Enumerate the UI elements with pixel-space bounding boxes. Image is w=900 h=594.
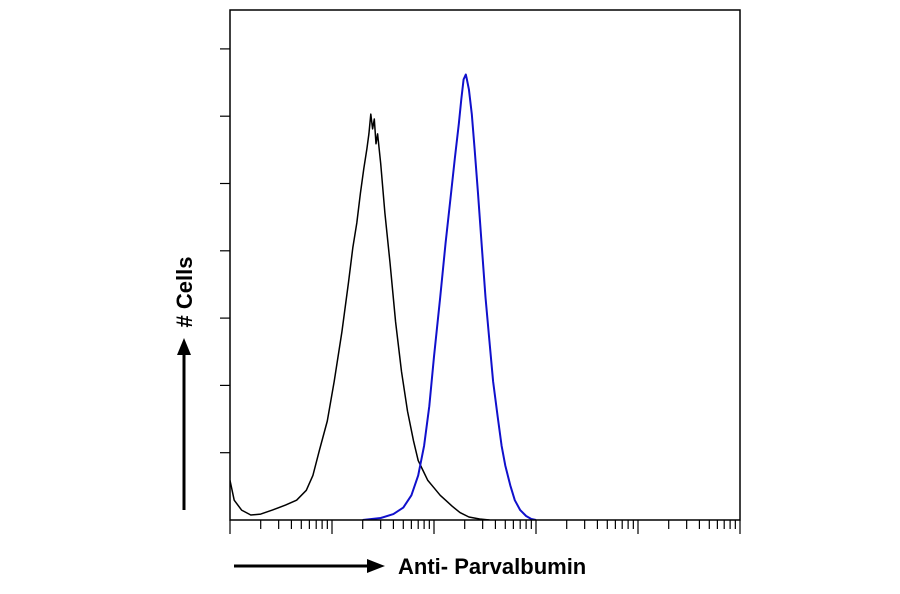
x-axis-arrow (234, 559, 385, 573)
x-axis-ticks (229, 520, 741, 534)
y-axis-label: # Cells (172, 257, 197, 328)
histogram-series-1 (230, 113, 490, 520)
histogram-series-2 (362, 73, 537, 520)
series-layer (230, 73, 537, 520)
plot-frame (229, 9, 741, 521)
y-axis-ticks (220, 48, 230, 454)
x-axis-label: Anti- Parvalbumin (398, 554, 586, 579)
y-axis-arrow (177, 338, 191, 510)
